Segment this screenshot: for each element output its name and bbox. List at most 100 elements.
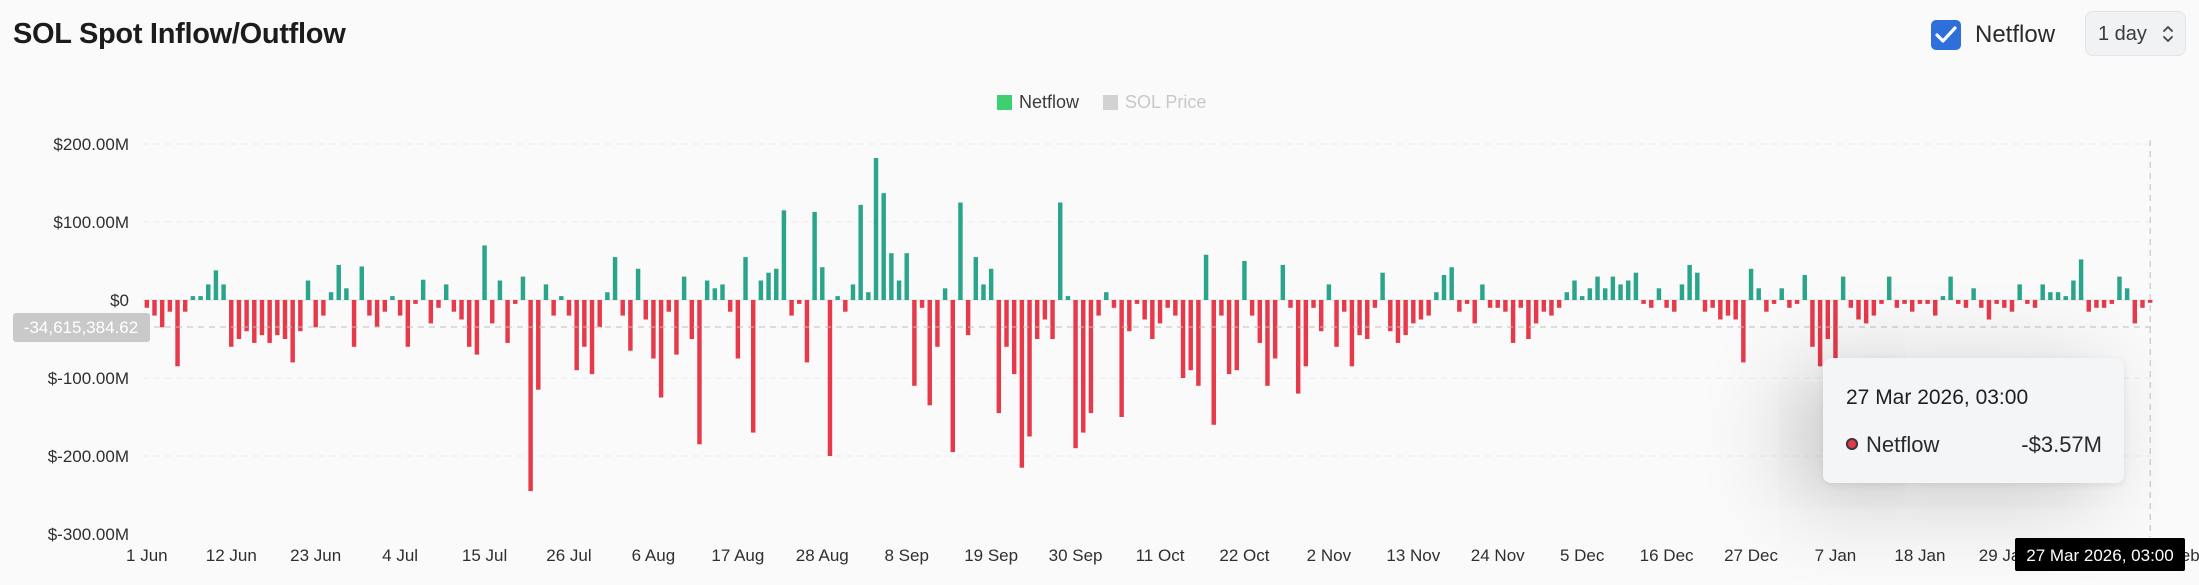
bar [1495, 300, 1500, 308]
bar [566, 300, 572, 316]
bar [466, 300, 472, 347]
bar [1464, 300, 1470, 304]
bar [1011, 300, 1017, 375]
bar [881, 193, 886, 300]
bar [2147, 300, 2153, 303]
bar [843, 300, 848, 312]
bar [1871, 300, 1877, 316]
bar [206, 284, 211, 300]
bar [313, 300, 318, 328]
bar [681, 276, 687, 300]
bar [1257, 300, 1263, 343]
bar [1487, 300, 1493, 308]
bar [1365, 300, 1370, 339]
bar [1142, 300, 1147, 320]
bar [996, 300, 1002, 414]
bar [1994, 300, 1999, 304]
bar [1388, 300, 1393, 332]
bar [1625, 280, 1631, 300]
tooltip-value: -$3.57M [2021, 432, 2102, 457]
bar [988, 268, 994, 300]
crosshair-y-label: -34,615,384.62 [24, 318, 138, 337]
bar [259, 300, 265, 336]
bar [1771, 300, 1777, 304]
bar [1764, 300, 1769, 312]
bar [497, 280, 503, 300]
bar [1925, 300, 1930, 304]
bar [1526, 300, 1531, 339]
bar [182, 300, 188, 312]
bar [1725, 300, 1731, 316]
bar [1173, 300, 1178, 316]
interval-select-value: 1 day [2098, 23, 2147, 45]
crosshair-x-label-bg [2015, 538, 2185, 571]
bar [1963, 300, 1969, 308]
bar [1902, 300, 1907, 304]
bar [574, 300, 579, 371]
bar [1234, 300, 1239, 371]
bar [781, 210, 787, 300]
legend-item-sol-price[interactable]: SOL Price [1103, 92, 1206, 113]
y-tick-label: $100.00M [53, 213, 129, 232]
bar [1134, 300, 1140, 304]
bar [1833, 300, 1838, 390]
bar [904, 253, 909, 300]
bar [1196, 300, 1201, 386]
bar [1342, 300, 1347, 312]
bar [666, 300, 672, 312]
bar [420, 279, 426, 300]
bar [912, 300, 917, 386]
bar [1579, 296, 1585, 300]
y-tick-label: $200.00M [53, 135, 129, 154]
bar [1656, 288, 1662, 300]
bar [2063, 296, 2068, 300]
bar [1825, 300, 1831, 339]
bar [1641, 300, 1646, 304]
bar [282, 300, 288, 339]
bar [2025, 300, 2030, 304]
netflow-checkbox[interactable] [1931, 20, 1961, 50]
bar [351, 300, 357, 347]
bar [520, 276, 526, 300]
bar [167, 300, 173, 312]
bar [589, 300, 595, 375]
bar [1787, 300, 1792, 308]
bar [244, 300, 249, 332]
bar [1810, 300, 1815, 347]
bar [1119, 300, 1124, 417]
legend-item-netflow[interactable]: Netflow [997, 92, 1079, 113]
bar [927, 300, 932, 406]
bar [1050, 300, 1055, 339]
bar [1457, 300, 1462, 312]
bar [2124, 288, 2130, 300]
bar [789, 300, 794, 316]
bar [1664, 300, 1669, 308]
bar [1480, 284, 1485, 300]
x-tick-label: 6 Aug [632, 546, 676, 565]
y-axis: $200.00M $100.00M $0 $-100.00M $-200.00M $-30… [48, 135, 129, 544]
bar [267, 300, 272, 343]
bar [1226, 300, 1232, 375]
bar [2009, 300, 2015, 312]
bar [505, 300, 510, 343]
x-tick-label: 13 Nov [1386, 546, 1440, 565]
bar [973, 257, 979, 300]
tooltip-series-dot [1846, 438, 1858, 450]
bar [774, 268, 779, 300]
bar [643, 300, 648, 320]
bar [1372, 300, 1378, 308]
bar [1794, 300, 1800, 304]
x-tick-label: 16 Dec [1640, 546, 1694, 565]
y-tick-label: $-300.00M [48, 525, 129, 544]
bar [1441, 275, 1447, 300]
x-tick-label: 23 Jun [290, 546, 341, 565]
bar [1411, 300, 1416, 324]
x-tick-label: 1 Jun [126, 546, 168, 565]
netflow-checkbox-label[interactable]: Netflow [1975, 21, 2056, 48]
bar [405, 300, 411, 347]
interval-select[interactable]: 1 day [2085, 11, 2186, 56]
bar [1564, 292, 1570, 300]
bar [1986, 300, 1992, 320]
bar [1004, 300, 1009, 347]
